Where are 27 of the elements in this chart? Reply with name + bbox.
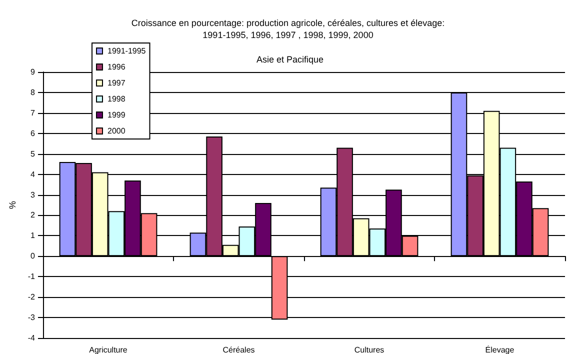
legend-label: 1996 — [108, 62, 126, 72]
y-axis-title: % — [8, 200, 18, 210]
y-tick-label: 1 — [30, 231, 36, 240]
x-tick-label: Élevage — [485, 346, 515, 354]
y-tick-label: 6 — [30, 128, 36, 138]
y-tick-label: -3 — [28, 313, 36, 322]
y-tick-label: 7 — [30, 108, 36, 118]
y-tick-label: 5 — [30, 149, 36, 158]
y-tick-label: -4 — [28, 334, 36, 342]
y-tick-label: -1 — [28, 272, 36, 282]
y-tick-label: -2 — [28, 292, 36, 302]
x-tick-label: Céréales — [222, 346, 255, 354]
legend-label: 2000 — [108, 126, 126, 136]
y-tick-label: 8 — [30, 88, 36, 97]
legend-label: 1998 — [108, 94, 126, 104]
y-tick-label: 2 — [30, 210, 36, 220]
legend-label: 1999 — [108, 110, 126, 120]
legend-label: 1991-1995 — [108, 46, 146, 56]
y-tick-label: 3 — [30, 190, 36, 200]
legend-label: 1997 — [108, 78, 126, 88]
chart-subtitle: Asie et Pacifique — [256, 54, 324, 64]
y-tick-label: 9 — [30, 68, 36, 76]
x-tick-label: Agriculture — [89, 346, 128, 354]
chart-title: Croissance en pourcentage: production agricole, céréales, cultures et élevage: 1991-1995, 1996, 1997 , 1998, 1999, 2000 — [131, 18, 445, 40]
y-tick-label: 4 — [30, 170, 36, 179]
x-tick-label: Cultures — [354, 346, 384, 354]
y-tick-label: 0 — [30, 252, 36, 261]
